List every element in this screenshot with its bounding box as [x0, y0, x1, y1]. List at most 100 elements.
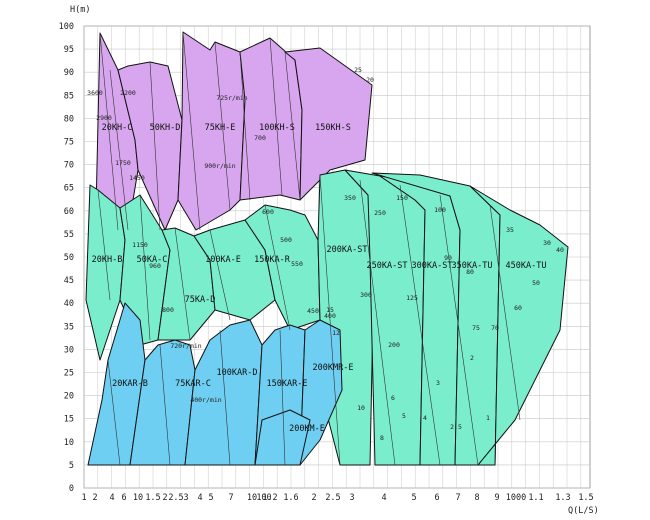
- y-tick-label: 50: [64, 253, 74, 263]
- y-tick-label: 85: [64, 91, 74, 101]
- diameter-line: [219, 329, 231, 466]
- curve-label: 10: [357, 404, 365, 412]
- curve-label: 500: [280, 236, 292, 244]
- x-tick-label: 6: [121, 493, 126, 503]
- pump-region: [284, 47, 373, 201]
- diameter-line: [284, 51, 301, 201]
- pump-region: [299, 319, 343, 466]
- y-tick-label: 0: [69, 484, 74, 494]
- diameter-line: [214, 41, 231, 211]
- y-tick-label: 15: [64, 415, 74, 425]
- curve-labels: 360029002200175014501150960800720r/min40…: [87, 66, 564, 442]
- diameter-line: [489, 204, 521, 421]
- curve-label: 3: [436, 379, 440, 387]
- curve-label: 1750: [115, 159, 131, 167]
- diameter-line: [97, 189, 111, 301]
- curve-label: 720r/min: [170, 342, 201, 350]
- pump-region: [469, 185, 569, 466]
- curve-label: 400: [324, 312, 336, 320]
- curve-label: 30: [543, 239, 551, 247]
- pump-label: 50KH-D: [150, 123, 181, 133]
- diameter-line: [139, 194, 151, 341]
- x-tick-label: 3: [183, 493, 188, 503]
- x-tick-label: 7: [228, 493, 233, 503]
- x-axis-label: Q(L/S): [568, 506, 599, 516]
- pump-label: 300KA-ST: [412, 261, 453, 271]
- pump-label: 100KAR-D: [217, 368, 258, 378]
- curve-label: 6: [391, 394, 395, 402]
- x-tick-label: 1.5: [578, 493, 593, 503]
- curve-label: 450: [307, 307, 319, 315]
- x-tick-label: 1.3: [555, 493, 570, 503]
- curve-label: 350: [344, 194, 356, 202]
- curve-label: 2900: [96, 114, 112, 122]
- diameter-line: [264, 204, 291, 331]
- diameter-line: [279, 329, 286, 466]
- pump-labels: 20KH-C 50KH-D 75KH-E 100KH-S 150KH-S 20KH-B 50…: [92, 123, 547, 434]
- diameter-line: [182, 31, 201, 231]
- pump-label: 450KA-TU: [506, 261, 547, 271]
- curve-label: 20: [366, 76, 374, 84]
- y-tick-label: 45: [64, 276, 74, 286]
- x-tick-label: 4: [381, 493, 386, 503]
- curve-label: 25: [354, 66, 362, 74]
- pump-region: [254, 409, 311, 466]
- curve-label: 700: [254, 134, 266, 142]
- curve-label: 70: [491, 324, 499, 332]
- curve-label: 300: [360, 291, 372, 299]
- y-tick-labels: 0 5 10 15 20 25 30 35 40 45 50 55 60 65 70 75 80 85 90 95 10…: [59, 22, 74, 494]
- diameter-line: [439, 194, 479, 466]
- diameter-line: [149, 61, 161, 231]
- x-tick-label: 1.1: [528, 493, 543, 503]
- x-tick-label: 4: [109, 493, 114, 503]
- pump-label: 75KAR-C: [175, 379, 211, 389]
- y-tick-label: 40: [64, 299, 74, 309]
- curve-label: 40: [556, 246, 564, 254]
- y-tick-label: 35: [64, 322, 74, 332]
- y-tick-label: 80: [64, 114, 74, 124]
- curve-label: 550: [291, 260, 303, 268]
- y-tick-label: 75: [64, 138, 74, 148]
- pump-label: 150KAR-E: [267, 379, 308, 389]
- curve-label: 725r/min: [216, 94, 247, 102]
- curve-label: 3600: [87, 89, 103, 97]
- diameter-line: [159, 344, 171, 466]
- curve-label: 8: [380, 434, 384, 442]
- pump-label: 50KA-C: [137, 255, 168, 265]
- pump-label: 100KH-S: [259, 123, 295, 133]
- y-tick-label: 55: [64, 230, 74, 240]
- diameter-line: [319, 174, 341, 466]
- curve-label: 600: [262, 208, 274, 216]
- diameter-line: [239, 51, 251, 201]
- x-tick-label: 100: [256, 493, 271, 503]
- pump-label: 150KH-S: [315, 123, 351, 133]
- y-tick-label: 95: [64, 45, 74, 55]
- curve-label: 60: [514, 304, 522, 312]
- pump-label: 200KM-E: [289, 424, 325, 434]
- x-tick-label: 2: [311, 493, 316, 503]
- pump-label: 350KA-TU: [452, 261, 493, 271]
- x-tick-label: 4: [197, 493, 202, 503]
- pump-region: [239, 37, 303, 201]
- pump-label: 150KA-R: [254, 255, 291, 265]
- curve-label: 4: [423, 414, 427, 422]
- x-tick-label: 2.5: [325, 493, 340, 503]
- x-tick-label: 5: [411, 493, 416, 503]
- curve-label: 400r/min: [190, 396, 221, 404]
- x-tick-label: 7: [455, 493, 460, 503]
- curve-label: 5: [402, 412, 406, 420]
- y-tick-label: 5: [69, 461, 74, 471]
- x-tick-label: 5: [208, 493, 213, 503]
- curve-label: 35: [506, 226, 514, 234]
- y-tick-label: 90: [64, 68, 74, 78]
- x-tick-label: 6: [434, 493, 439, 503]
- curve-label: 80: [466, 268, 474, 276]
- x-tick-label: 1.5: [145, 493, 160, 503]
- diameter-line: [399, 184, 441, 466]
- curve-label: 900r/min: [204, 162, 235, 170]
- diameter-line: [209, 229, 231, 321]
- pump-label: 200KA-ST: [327, 245, 368, 255]
- y-tick-label: 100: [59, 22, 74, 32]
